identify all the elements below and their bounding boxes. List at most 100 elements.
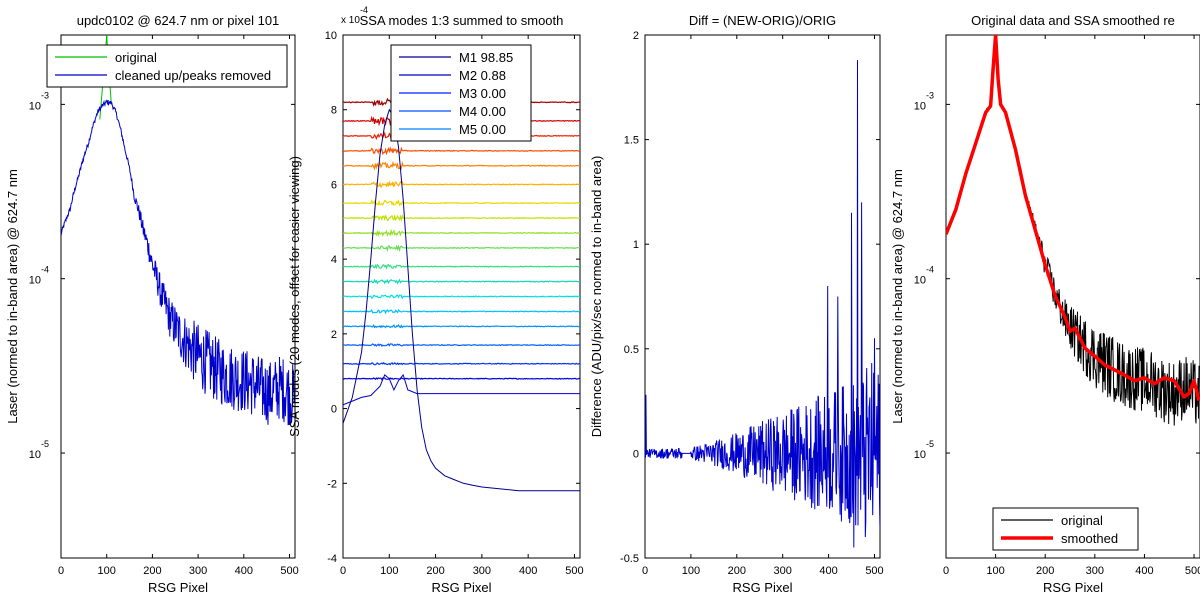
plot-area — [61, 35, 295, 426]
legend-box — [46, 44, 288, 88]
legend-box — [992, 507, 1139, 551]
mode-trace — [343, 244, 580, 253]
mode-trace — [343, 308, 580, 315]
chart-title: Diff = (NEW-ORIG)/ORIG — [689, 13, 836, 28]
x-tick-label: 300 — [1086, 565, 1104, 577]
x-tick-label: 400 — [819, 565, 837, 577]
plot-frame — [945, 34, 1200, 559]
y-tick-label-exp: -3 — [41, 90, 49, 100]
x-axis-label: RSG Pixel — [432, 580, 492, 595]
x-tick-label: 200 — [426, 565, 444, 577]
chart-title: updc0102 @ 624.7 nm or pixel 101 — [77, 13, 280, 28]
y-tick-label: 1.5 — [624, 135, 639, 147]
chart-title: SSA modes 1:3 summed to smooth — [360, 13, 564, 28]
y-tick-label-exp: -4 — [926, 265, 934, 275]
mode-1 — [343, 108, 580, 492]
mode-trace — [343, 377, 580, 381]
x-tick-label: 0 — [58, 565, 64, 577]
mode-trace — [343, 213, 580, 222]
x-axis-label: RSG Pixel — [1043, 580, 1103, 595]
y-tick-label: 10 — [325, 30, 337, 42]
mode-trace — [343, 278, 580, 285]
axis-multiplier-exp: -4 — [360, 5, 368, 15]
x-tick-label: 200 — [143, 565, 161, 577]
x-tick-label: 500 — [865, 565, 883, 577]
diff-series — [645, 60, 880, 548]
legend-label: cleaned up/peaks removed — [115, 68, 271, 83]
y-tick-label: -4 — [327, 553, 337, 565]
x-tick-label: 100 — [98, 565, 116, 577]
y-axis-label: Difference (ADU/pix/sec normed to in-ban… — [589, 156, 604, 438]
mode-trace — [343, 294, 580, 300]
x-tick-label: 100 — [682, 565, 700, 577]
y-tick-label-base: 10 — [29, 275, 41, 287]
y-tick-label: 2 — [633, 30, 639, 42]
legend-label: M4 0.00 — [459, 104, 506, 119]
legend-label: M1 98.85 — [459, 50, 513, 65]
mode-trace — [343, 160, 580, 171]
x-axis-label: RSG Pixel — [733, 580, 793, 595]
x-tick-label: 500 — [280, 565, 298, 577]
y-axis-label: Laser (normed to in-band area) @ 624.7 n… — [890, 169, 905, 424]
mode-trace — [343, 343, 580, 347]
mode-trace — [343, 323, 580, 329]
y-tick-label-exp: -5 — [41, 439, 49, 449]
x-tick-label: 100 — [380, 565, 398, 577]
x-tick-label: 500 — [1185, 565, 1200, 577]
y-tick-label: 4 — [331, 254, 337, 266]
mode-trace — [343, 198, 580, 207]
plot-frame — [644, 34, 881, 559]
mode-trace — [343, 146, 580, 156]
y-tick-label: 0 — [633, 448, 639, 460]
x-tick-label: 0 — [642, 565, 648, 577]
x-tick-label: 0 — [943, 565, 949, 577]
x-tick-label: 500 — [565, 565, 583, 577]
legend-label: original — [115, 50, 157, 65]
y-tick-label-exp: -3 — [926, 90, 934, 100]
mode-trace — [343, 361, 580, 366]
y-tick-label: 0.5 — [624, 344, 639, 356]
axis-multiplier: x 10 — [341, 15, 360, 26]
legend-label: smoothed — [1061, 531, 1118, 546]
y-tick-label-base: 10 — [914, 100, 926, 112]
x-tick-label: 300 — [189, 565, 207, 577]
plot-area — [343, 96, 580, 492]
x-tick-label: 100 — [986, 565, 1004, 577]
y-axis-label: Laser (normed to in-band area) @ 624.7 n… — [5, 169, 20, 424]
mode-trace — [343, 228, 580, 237]
legend-label: M2 0.88 — [459, 68, 506, 83]
y-tick-label: 1 — [633, 239, 639, 251]
y-tick-label-exp: -4 — [41, 265, 49, 275]
x-tick-label: 400 — [519, 565, 537, 577]
y-axis-label: SSA modes (20 modes, offset for easier v… — [287, 156, 302, 437]
x-tick-label: 400 — [235, 565, 253, 577]
legend-label: M5 0.00 — [459, 122, 506, 137]
series-smoothed — [946, 35, 1200, 402]
mode-trace — [343, 180, 580, 189]
mode-trace — [343, 263, 580, 270]
series-original — [946, 35, 1200, 426]
chart-title: Original data and SSA smoothed re — [971, 13, 1175, 28]
plot-area — [946, 35, 1200, 426]
y-tick-label-base: 10 — [29, 449, 41, 461]
x-tick-label: 200 — [728, 565, 746, 577]
y-tick-label-base: 10 — [914, 275, 926, 287]
y-tick-label: 6 — [331, 179, 337, 191]
y-tick-label: 8 — [331, 105, 337, 117]
y-tick-label: 0 — [331, 404, 337, 416]
plot-frame — [60, 34, 296, 559]
mode-2 — [343, 373, 580, 406]
legend-label: M3 0.00 — [459, 86, 506, 101]
y-tick-label: -0.5 — [620, 553, 639, 565]
panel-2: 0 100 200 300 400 500 -4 -2 0 2 4 6 8 10 SSA modes 1:3… — [287, 5, 584, 595]
x-tick-label: 0 — [340, 565, 346, 577]
y-tick-label: -2 — [327, 478, 337, 490]
x-tick-label: 200 — [1036, 565, 1054, 577]
x-tick-label: 300 — [473, 565, 491, 577]
plot-area — [645, 60, 880, 548]
series-cleaned — [61, 99, 295, 426]
